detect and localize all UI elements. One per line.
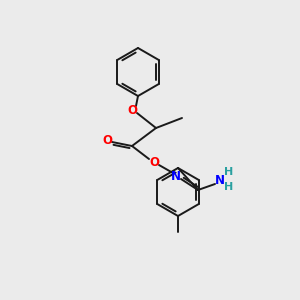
Text: N: N (171, 169, 181, 182)
Text: H: H (224, 182, 234, 192)
Text: O: O (102, 134, 112, 148)
Text: O: O (149, 155, 159, 169)
Text: N: N (215, 173, 225, 187)
Text: O: O (127, 103, 137, 116)
Text: H: H (224, 167, 234, 177)
